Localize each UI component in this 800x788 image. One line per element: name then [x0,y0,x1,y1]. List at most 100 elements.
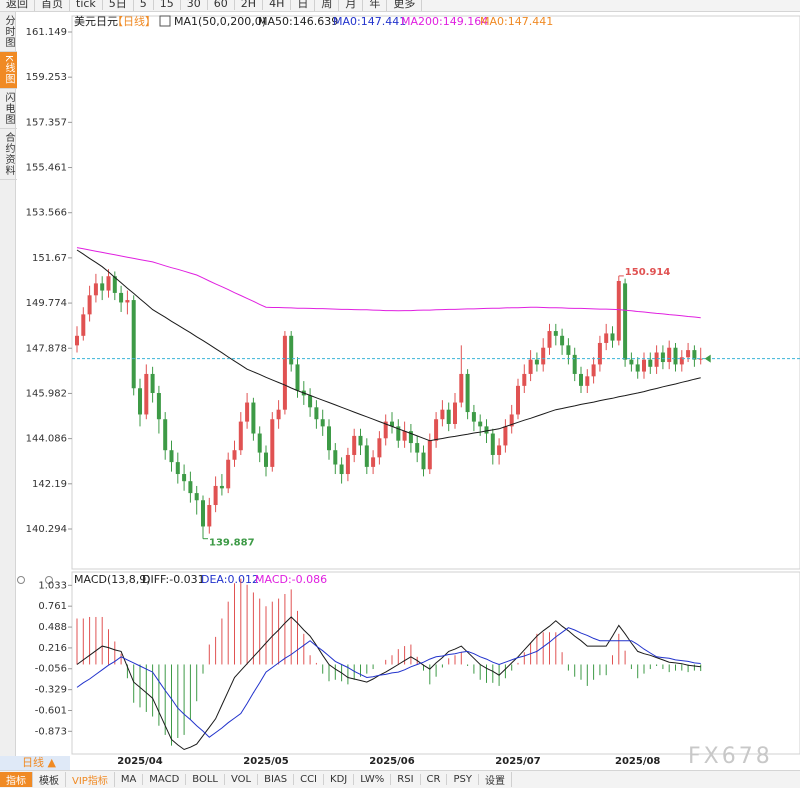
candle-body [364,445,369,467]
toolbar-button[interactable]: 15 [154,0,181,10]
candle-body [427,440,432,470]
candle-body [478,421,483,427]
indicator-tab[interactable]: VIP指标 [66,772,115,787]
x-tick-label: 2025/07 [495,756,540,767]
y-tick-label: 153.566 [26,208,67,219]
ma0-value: MA0:147.441 [480,15,553,28]
toolbar-button[interactable]: 月 [339,0,364,11]
toolbar-button[interactable]: 返回 [0,0,35,11]
last-price-marker [704,354,711,363]
indicator-tab[interactable]: PSY [447,774,479,785]
toolbar-button[interactable]: tick [70,0,103,10]
sidebar-tab[interactable]: 闪电图 [0,89,17,129]
y-tick-label: 0.761 [38,601,67,612]
macd-icon[interactable] [45,576,53,584]
toolbar-button[interactable]: 更多 [387,0,423,11]
toolbar-button[interactable]: 5 [134,0,154,10]
toolbar-button[interactable]: 周 [315,0,340,11]
macd-macd: MACD:-0.086 [255,573,327,586]
candle-body [623,283,628,360]
toolbar-button[interactable]: 年 [363,0,388,11]
toolbar-button[interactable]: 60 [208,0,235,10]
sidebar-tab[interactable]: K线图 [0,52,17,89]
macd-icon[interactable] [17,576,25,584]
x-tick-label: 2025/04 [117,756,162,767]
y-tick-label: 157.357 [26,117,67,128]
indicator-tab[interactable]: CR [421,774,448,785]
candle-body [119,292,124,303]
y-tick-label: -0.329 [35,685,67,696]
indicator-tab[interactable]: 设置 [479,772,512,787]
candle-body [100,283,105,291]
candle-body [194,493,199,501]
candle-body [270,419,275,467]
toolbar-button[interactable]: 5日 [103,0,134,11]
candle-body [396,426,401,441]
candle-body [698,358,703,360]
candle-body [207,505,212,527]
candle-body [352,435,357,455]
candle-body [604,333,609,343]
candle-body [339,464,344,475]
indicator: MA1(50,0,200,0) [174,15,266,28]
x-tick-label: 2025/08 [615,756,660,767]
indicator-tab[interactable]: MA [115,774,144,785]
candle-body [585,376,590,386]
candle-body [610,333,615,341]
candle-body [566,345,571,355]
indicator-tab[interactable]: VOL [225,774,259,785]
candle-body [125,300,130,303]
candle-body [686,350,691,358]
candle-body [415,443,420,453]
candle-body [345,454,350,475]
toolbar-button[interactable]: 30 [181,0,208,10]
candle-body [453,402,457,424]
ma-line [76,249,701,442]
toolbar-button[interactable]: 2H [235,0,264,10]
ma50-value: MA50:146.639 [258,15,338,28]
candle-body [572,354,577,374]
candle-body [156,393,161,420]
indicator-tab[interactable]: 模板 [33,772,66,787]
candle-body [182,474,187,482]
indicator-tab[interactable]: KDJ [324,774,355,785]
toolbar-button[interactable]: 4H [263,0,292,10]
indicator-tab[interactable]: 指标 [0,772,33,787]
indicator-tab[interactable]: RSI [391,774,421,785]
candle-body [673,347,678,365]
y-tick-label: 151.67 [32,253,67,264]
candle-body [679,357,684,365]
x-tick-label: 2025/05 [243,756,288,767]
indicator-tab[interactable]: MACD [143,774,187,785]
candle-body [213,485,218,506]
indicator-tab[interactable]: CCI [294,774,325,785]
sidebar-tab[interactable]: 分时图 [0,12,17,52]
macd-indicator: MACD(13,8,9) [74,573,151,586]
indicator-tab[interactable]: LW% [354,774,392,785]
candle-body [163,419,168,451]
indicator-icon [159,15,171,27]
candle-body [667,347,672,363]
candle-body [471,412,476,422]
candle-body [295,364,300,391]
candle-body [560,335,565,346]
candle-body [358,435,363,446]
indicator-tab[interactable]: BOLL [186,774,225,785]
candle-body [660,352,665,363]
candle-body [509,414,514,427]
candle-body [251,402,256,434]
sidebar-tab[interactable]: 合约资料 [0,129,17,180]
extreme-label: 139.887 [209,538,255,549]
candle-body [75,335,79,346]
candle-body [421,452,426,470]
candle-body [201,500,205,527]
indicator-tab[interactable]: BIAS [258,774,295,785]
toolbar-button[interactable]: 首页 [35,0,70,11]
toolbar-button[interactable]: 日 [291,0,316,11]
candle-body [654,352,659,367]
ma0-value: MA0:147.441 [333,15,406,28]
extreme-label: 150.914 [625,267,671,278]
period-button[interactable]: 日线 ▲ [0,756,70,770]
candle-body [408,431,413,444]
